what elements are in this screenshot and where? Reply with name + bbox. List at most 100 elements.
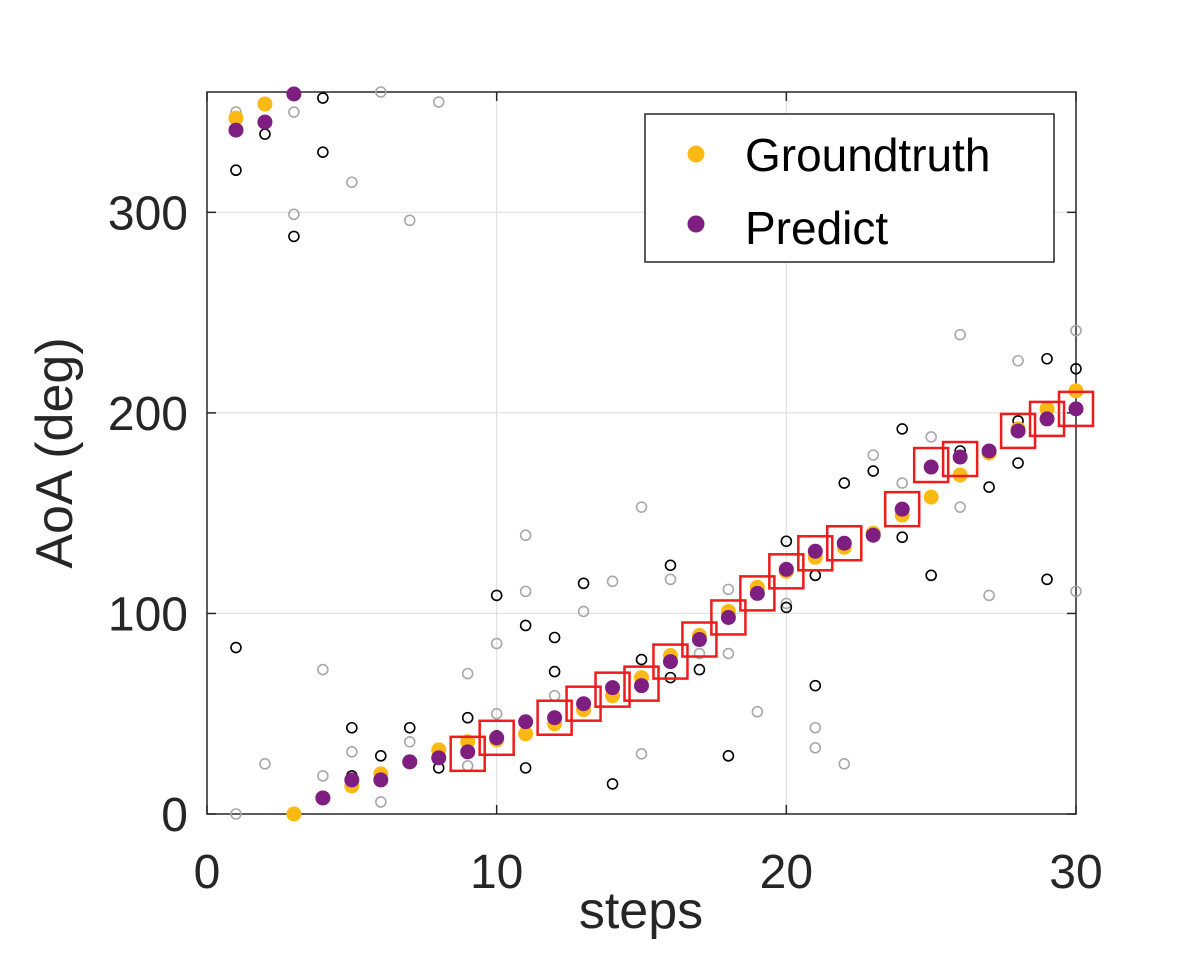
plot-area: [206, 91, 1077, 815]
candidate-point-light: [346, 746, 358, 758]
candidate-point-dark: [1012, 457, 1024, 469]
highlight-box: [826, 525, 863, 562]
candidate-point-light: [317, 770, 329, 782]
candidate-point-dark: [288, 230, 300, 243]
candidate-point-light: [925, 431, 937, 443]
highlight-box: [739, 575, 776, 612]
predict-point: [605, 680, 621, 696]
predict-point: [807, 543, 823, 559]
candidate-point-dark: [809, 679, 822, 692]
highlight-box: [536, 699, 573, 736]
candidate-point-light: [461, 667, 474, 680]
candidate-point-dark: [780, 601, 793, 614]
candidate-point-light: [635, 501, 648, 513]
predict-point: [344, 772, 360, 788]
candidate-point-light: [288, 106, 300, 118]
predict-points: [228, 86, 1084, 806]
highlight-box: [883, 490, 921, 528]
highlight-box: [652, 643, 689, 680]
predict-point: [402, 754, 418, 770]
candidate-point-light: [896, 477, 909, 489]
candidate-point-dark: [317, 146, 329, 158]
highlight-box: [1057, 390, 1095, 428]
candidate-point-dark: [317, 92, 329, 104]
predict-point: [315, 790, 331, 806]
candidate-point-dark: [809, 569, 822, 582]
predict-point: [373, 772, 389, 788]
predict-point: [1039, 411, 1055, 427]
candidate-point-light: [983, 589, 995, 602]
candidate-point-light: [317, 663, 329, 676]
y-tick-label: 0: [161, 789, 188, 842]
predict-point: [691, 632, 707, 648]
highlight-box: [681, 621, 718, 658]
y-axis-label: AoA (deg): [26, 337, 84, 568]
candidate-point-light: [838, 758, 851, 770]
candidate-point-light: [1012, 354, 1024, 367]
legend-marker-predict: [687, 215, 705, 233]
highlight-box: [594, 671, 631, 708]
legend: Groundtruth Predict: [644, 113, 1055, 263]
candidate-point-light: [867, 449, 880, 461]
candidate-point-light: [461, 760, 474, 772]
candidate-point-light: [577, 605, 590, 618]
candidate-point-light: [230, 808, 242, 820]
predict-point: [634, 678, 649, 694]
highlight-box: [710, 599, 747, 636]
highlight-box: [478, 719, 515, 757]
candidate-point-light: [259, 758, 271, 770]
candidate-point-light: [1070, 585, 1082, 598]
predict-point: [952, 449, 968, 465]
predict-point: [662, 654, 678, 670]
candidate-point-light: [722, 583, 735, 596]
candidate-point-dark: [635, 653, 648, 666]
candidate-point-light: [403, 735, 416, 748]
predict-point: [1010, 423, 1026, 439]
predict-point: [778, 561, 794, 577]
candidate-point-dark: [346, 721, 358, 734]
candidate-point-light: [374, 796, 387, 808]
legend-label-groundtruth: Groundtruth: [745, 129, 990, 181]
candidate-point-light: [809, 721, 822, 734]
highlight-box: [941, 440, 979, 478]
candidate-point-dark: [461, 711, 474, 724]
predict-point: [836, 535, 852, 551]
groundtruth-point: [228, 110, 244, 126]
candidate-point-light: [346, 176, 358, 189]
highlight-box: [999, 412, 1037, 450]
candidate-point-light: [519, 529, 532, 542]
candidate-point-dark: [230, 164, 242, 177]
candidate-point-light: [780, 597, 793, 610]
candidate-point-dark: [693, 663, 706, 676]
candidate-point-light: [954, 501, 966, 513]
predict-point: [894, 501, 910, 517]
predict-point: [749, 585, 765, 601]
candidate-point-light: [548, 689, 561, 702]
candidate-point-light: [1070, 324, 1082, 337]
candidate-point-light: [751, 705, 764, 718]
predict-point: [286, 86, 302, 102]
legend-label-predict: Predict: [745, 202, 888, 254]
highlight-box: [565, 685, 602, 722]
candidate-point-light: [432, 96, 445, 108]
candidate-point-dark: [606, 778, 619, 790]
candidate-point-dark: [780, 535, 793, 548]
candidate-point-dark: [867, 465, 880, 477]
y-tick-label: 200: [108, 388, 188, 441]
predict-point: [257, 114, 273, 130]
y-tick-labels: 0 100 200 300: [108, 187, 188, 842]
axis-ticks: [206, 92, 1077, 815]
predict-point: [489, 730, 505, 746]
groundtruth-point: [257, 96, 273, 112]
highlight-box: [797, 535, 834, 572]
predict-point: [720, 609, 736, 625]
legend-box: [644, 113, 1055, 263]
candidate-point-light: [490, 707, 503, 720]
candidate-point-light: [606, 575, 619, 588]
candidate-point-light: [635, 748, 648, 760]
candidate-point-dark: [925, 569, 937, 582]
candidate-point-light: [809, 742, 822, 754]
groundtruth-point: [923, 489, 939, 505]
candidate-point-dark: [403, 721, 416, 734]
